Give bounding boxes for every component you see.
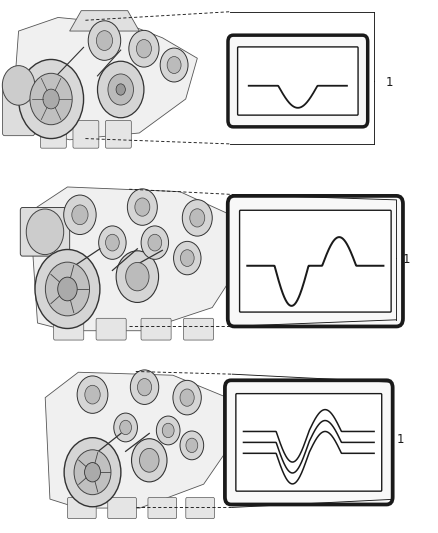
Circle shape: [131, 439, 167, 482]
Circle shape: [64, 195, 96, 235]
Circle shape: [138, 378, 152, 396]
FancyBboxPatch shape: [228, 196, 403, 326]
Circle shape: [58, 277, 77, 301]
Circle shape: [26, 209, 64, 255]
FancyBboxPatch shape: [40, 120, 66, 148]
Circle shape: [114, 413, 138, 442]
Circle shape: [180, 250, 194, 266]
FancyBboxPatch shape: [53, 318, 84, 340]
Circle shape: [96, 31, 113, 51]
Circle shape: [162, 423, 174, 438]
FancyBboxPatch shape: [73, 120, 99, 148]
FancyBboxPatch shape: [67, 497, 96, 519]
Circle shape: [173, 381, 201, 415]
FancyBboxPatch shape: [186, 497, 215, 519]
Circle shape: [77, 376, 108, 414]
Circle shape: [2, 66, 35, 105]
Circle shape: [35, 249, 100, 328]
Circle shape: [88, 21, 121, 60]
FancyBboxPatch shape: [148, 497, 177, 519]
FancyBboxPatch shape: [106, 120, 131, 148]
Circle shape: [127, 189, 157, 225]
FancyBboxPatch shape: [108, 497, 136, 519]
FancyBboxPatch shape: [240, 210, 391, 312]
FancyBboxPatch shape: [141, 318, 171, 340]
Circle shape: [160, 48, 188, 82]
Circle shape: [18, 60, 84, 139]
Circle shape: [182, 200, 212, 236]
FancyBboxPatch shape: [3, 83, 35, 136]
Circle shape: [108, 74, 134, 105]
Circle shape: [98, 61, 144, 118]
Polygon shape: [70, 11, 139, 31]
Circle shape: [140, 448, 159, 472]
Circle shape: [30, 74, 72, 125]
Polygon shape: [45, 372, 234, 508]
FancyBboxPatch shape: [228, 35, 368, 127]
Circle shape: [120, 420, 131, 435]
Circle shape: [167, 56, 181, 74]
FancyBboxPatch shape: [96, 318, 126, 340]
Circle shape: [135, 198, 150, 216]
Circle shape: [85, 385, 100, 404]
Text: 1: 1: [396, 433, 404, 446]
Polygon shape: [12, 18, 197, 140]
Circle shape: [43, 89, 59, 109]
Text: 1: 1: [385, 76, 393, 89]
FancyBboxPatch shape: [225, 381, 392, 504]
Circle shape: [180, 431, 204, 460]
Circle shape: [141, 226, 169, 260]
Circle shape: [156, 416, 180, 445]
Circle shape: [173, 241, 201, 275]
FancyBboxPatch shape: [184, 318, 214, 340]
FancyBboxPatch shape: [20, 207, 70, 256]
Circle shape: [46, 262, 89, 316]
Circle shape: [180, 389, 194, 406]
Circle shape: [72, 205, 88, 225]
Circle shape: [136, 39, 152, 58]
Circle shape: [64, 438, 121, 507]
Circle shape: [190, 209, 205, 227]
Circle shape: [116, 84, 125, 95]
Circle shape: [148, 235, 162, 251]
Circle shape: [74, 450, 111, 495]
Circle shape: [99, 226, 126, 260]
Circle shape: [85, 463, 100, 482]
Text: 1: 1: [403, 253, 410, 266]
Circle shape: [131, 370, 159, 405]
Circle shape: [186, 438, 198, 453]
FancyBboxPatch shape: [238, 47, 358, 115]
Circle shape: [129, 30, 159, 67]
FancyBboxPatch shape: [236, 393, 381, 491]
Circle shape: [106, 235, 119, 251]
Circle shape: [126, 262, 149, 291]
Polygon shape: [30, 187, 242, 330]
Circle shape: [116, 251, 159, 302]
